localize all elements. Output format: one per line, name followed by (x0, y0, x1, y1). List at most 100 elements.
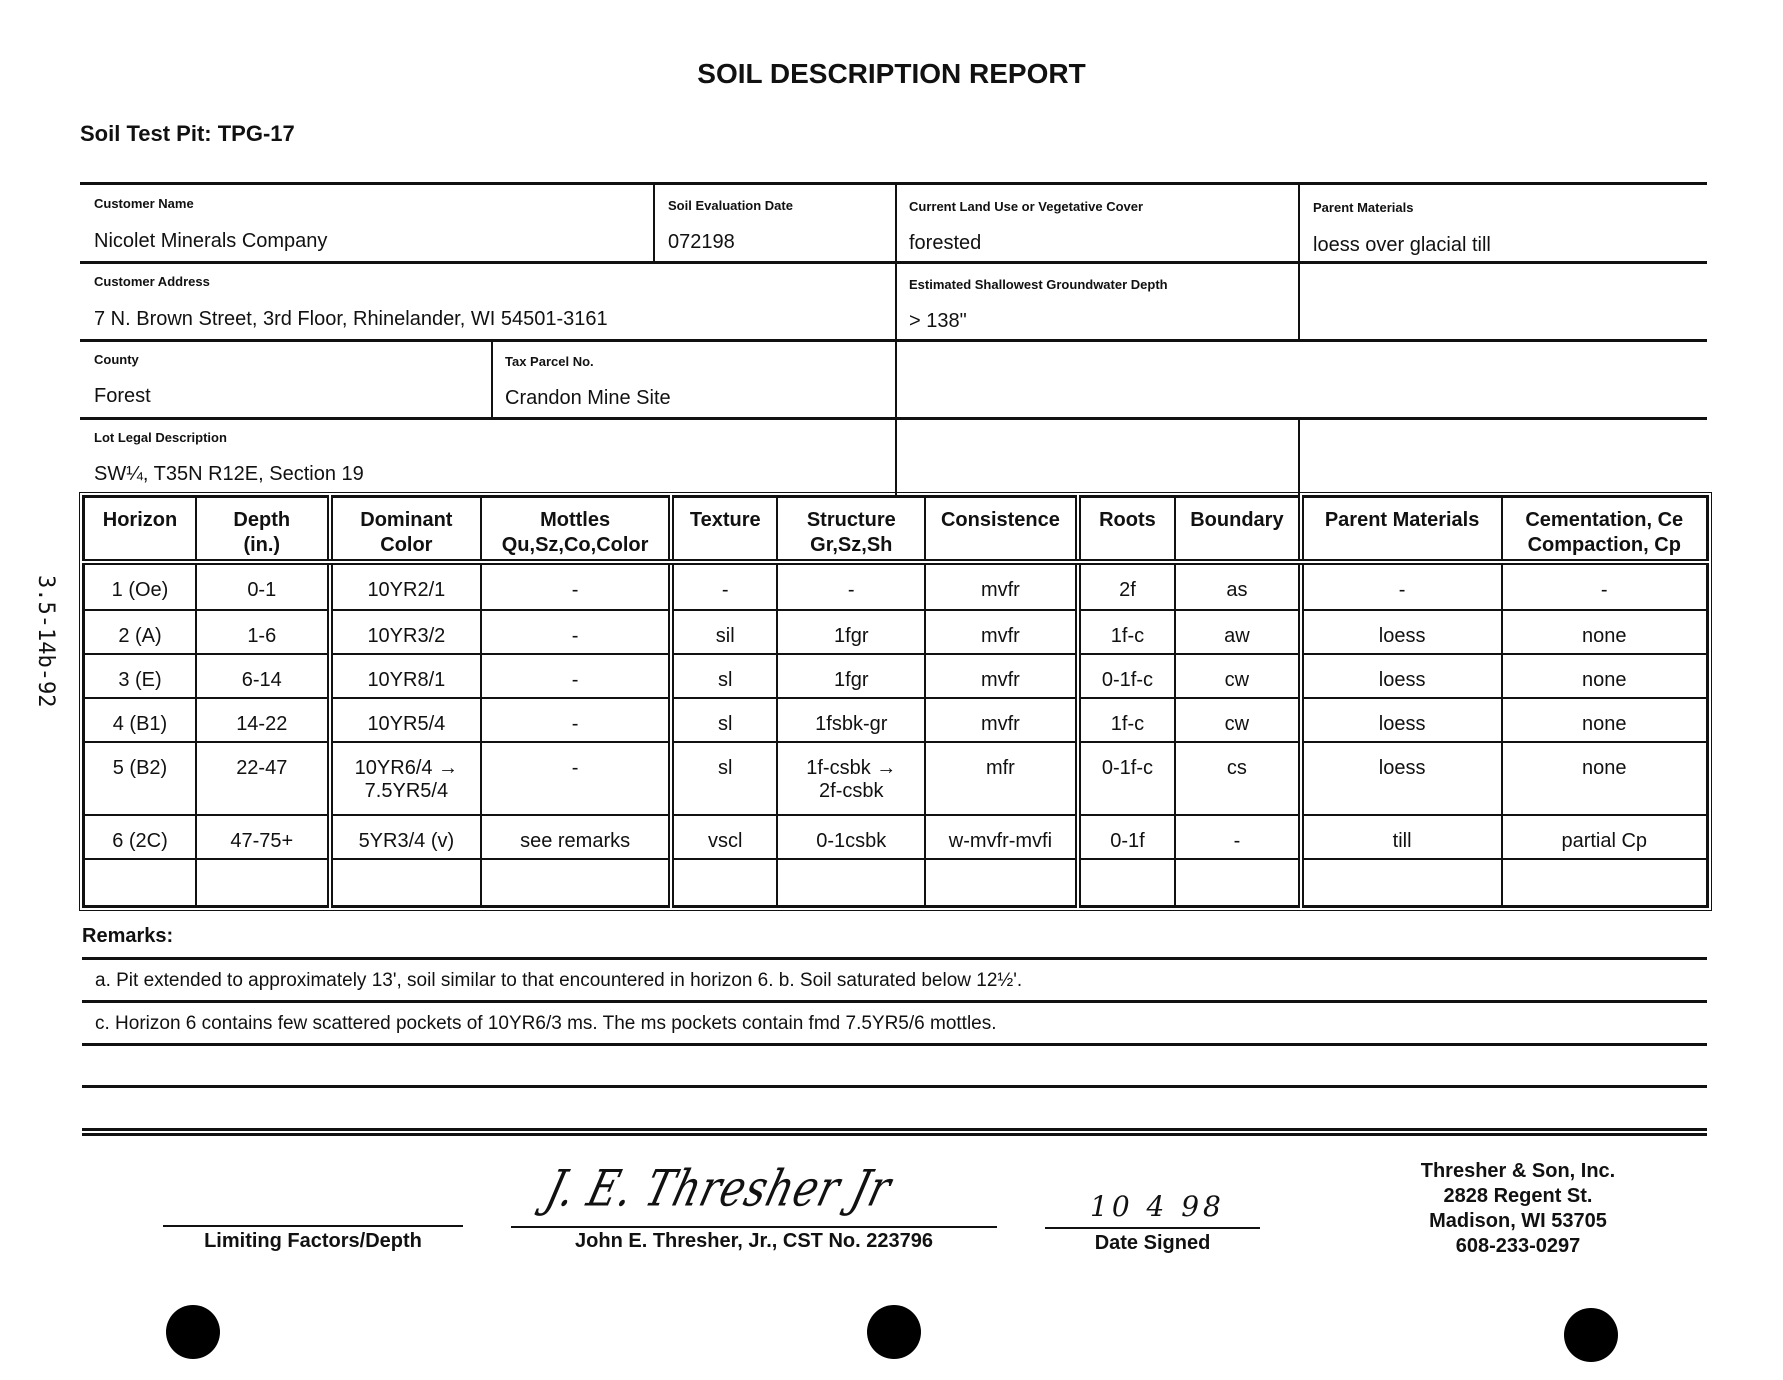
remark-line: c. Horizon 6 contains few scattered pock… (95, 1013, 997, 1034)
table-cell (194, 858, 331, 908)
tax-parcel-label: Tax Parcel No. (505, 354, 594, 369)
column-header: Dominant Color (326, 495, 483, 565)
tax-parcel-value: Crandon Mine Site (505, 387, 671, 409)
groundwater-value: > 138" (909, 310, 967, 332)
table-cell: - (480, 561, 672, 611)
table-cell: - (667, 561, 779, 611)
table-cell: mfr (924, 741, 1079, 816)
column-header: Consistence (924, 495, 1079, 565)
evaluation-date-label: Soil Evaluation Date (668, 198, 793, 213)
customer-address-value: 7 N. Brown Street, 3rd Floor, Rhinelande… (94, 308, 608, 330)
handwritten-signature: J. E. Thresher Jr (540, 1160, 898, 1219)
remark-line: a. Pit extended to approximately 13', so… (95, 970, 1023, 991)
table-cell: none (1500, 653, 1709, 699)
company-name: Thresher & Son, Inc. (1420, 1160, 1616, 1182)
table-cell: mvfr (924, 653, 1079, 699)
table-cell: - (480, 697, 672, 743)
punch-hole (166, 1305, 220, 1359)
table-cell: vscl (667, 814, 779, 860)
table-cell: - (480, 653, 672, 699)
table-cell: cs (1174, 741, 1302, 816)
soil-horizon-table: Horizon Depth (in.) Dominant Color Mottles … (79, 492, 1712, 911)
table-row: 3 (E) 6-14 10YR8/1- sl 1fgr mvfr 0-1f-c cw loess… (82, 653, 1709, 699)
table-row (82, 858, 1709, 908)
punch-hole (867, 1305, 921, 1359)
table-cell: loess (1297, 697, 1503, 743)
divider (80, 261, 1707, 264)
evaluation-date-value: 072198 (668, 231, 735, 253)
customer-name-value: Nicolet Minerals Company (94, 230, 328, 252)
column-header: Parent Materials (1297, 495, 1503, 565)
table-cell (1174, 858, 1302, 908)
remarks-line (82, 957, 1707, 960)
column-header: Texture (667, 495, 779, 565)
remarks-line (82, 1043, 1707, 1046)
land-use-value: forested (909, 232, 982, 254)
company-phone: 608-233-0297 (1455, 1235, 1581, 1257)
table-cell (1074, 858, 1177, 908)
table-cell: 3 (E) (82, 653, 197, 699)
table-cell: 1-6 (194, 609, 331, 655)
table-cell: 5YR3/4 (v) (326, 814, 483, 860)
table-cell: 1fgr (776, 653, 927, 699)
column-header: Cementation, Ce Compaction, Cp (1500, 495, 1709, 565)
table-cell: none (1500, 697, 1709, 743)
table-cell: sl (667, 653, 779, 699)
table-cell: 14-22 (194, 697, 331, 743)
table-cell: 10YR2/1 (326, 561, 483, 611)
table-row: 1 (Oe) 0-1 10YR2/1- - - mvfr 2f as - - (82, 561, 1709, 611)
table-cell: 1f-c (1074, 697, 1177, 743)
table-cell: w-mvfr-mvfi (924, 814, 1079, 860)
table-row: 5 (B2) 22-47 10YR6/4 → 7.5YR5/4- sl 1f-csbk … (82, 741, 1709, 816)
table-cell: as (1174, 561, 1302, 611)
parent-materials-value: loess over glacial till (1313, 234, 1491, 256)
parent-materials-label: Parent Materials (1313, 200, 1414, 215)
remarks-label: Remarks: (82, 925, 174, 947)
table-row: 2 (A) 1-6 10YR3/2- sil 1fgr mvfr 1f-c aw loess no… (82, 609, 1709, 655)
table-cell: - (1297, 561, 1503, 611)
table-cell (1500, 858, 1709, 908)
table-cell: loess (1297, 653, 1503, 699)
table-cell: partial Cp (1500, 814, 1709, 860)
lot-legal-value: SW¼, T35N R12E, Section 19 (94, 463, 364, 485)
divider (80, 182, 1707, 185)
divider (80, 417, 1707, 420)
table-cell: 2 (A) (82, 609, 197, 655)
customer-name-label: Customer Name (94, 196, 194, 211)
table-cell: sil (667, 609, 779, 655)
section-divider (82, 1128, 1707, 1136)
table-cell: 0-1f (1074, 814, 1177, 860)
limiting-factors-label: Limiting Factors/Depth (204, 1230, 422, 1252)
column-header: Mottles Qu,Sz,Co,Color (480, 495, 672, 565)
table-cell: mvfr (924, 609, 1079, 655)
column-header: Roots (1074, 495, 1177, 565)
table-cell: 4 (B1) (82, 697, 197, 743)
divider (80, 339, 1707, 342)
divider (1298, 184, 1300, 340)
table-cell: cw (1174, 653, 1302, 699)
remarks-line (82, 1085, 1707, 1088)
divider (895, 184, 897, 495)
table-cell: - (480, 741, 672, 816)
table-cell: 5 (B2) (82, 741, 197, 816)
punch-hole (1564, 1308, 1618, 1362)
margin-note: 3.5-14b-92 (33, 575, 58, 708)
table-cell: sl (667, 741, 779, 816)
company-street: 2828 Regent St. (1443, 1185, 1593, 1207)
land-use-label: Current Land Use or Vegetative Cover (909, 199, 1144, 214)
table-cell: 10YR3/2 (326, 609, 483, 655)
table-cell: none (1500, 609, 1709, 655)
table-cell: 10YR6/4 → 7.5YR5/4 (326, 741, 483, 816)
divider (653, 184, 655, 262)
date-signed-label: Date Signed (1094, 1232, 1211, 1254)
customer-address-label: Customer Address (94, 274, 210, 289)
table-cell (924, 858, 1079, 908)
table-cell (82, 858, 197, 908)
header-row: Horizon Depth (in.) Dominant Color Mottles … (82, 495, 1709, 565)
table-row: 4 (B1) 14-22 10YR5/4- sl 1fsbk-gr mvfr 1f-c cw l… (82, 697, 1709, 743)
table-cell: see remarks (480, 814, 672, 860)
table-cell (776, 858, 927, 908)
table-cell (1297, 858, 1503, 908)
table-cell: 22-47 (194, 741, 331, 816)
table-cell: cw (1174, 697, 1302, 743)
